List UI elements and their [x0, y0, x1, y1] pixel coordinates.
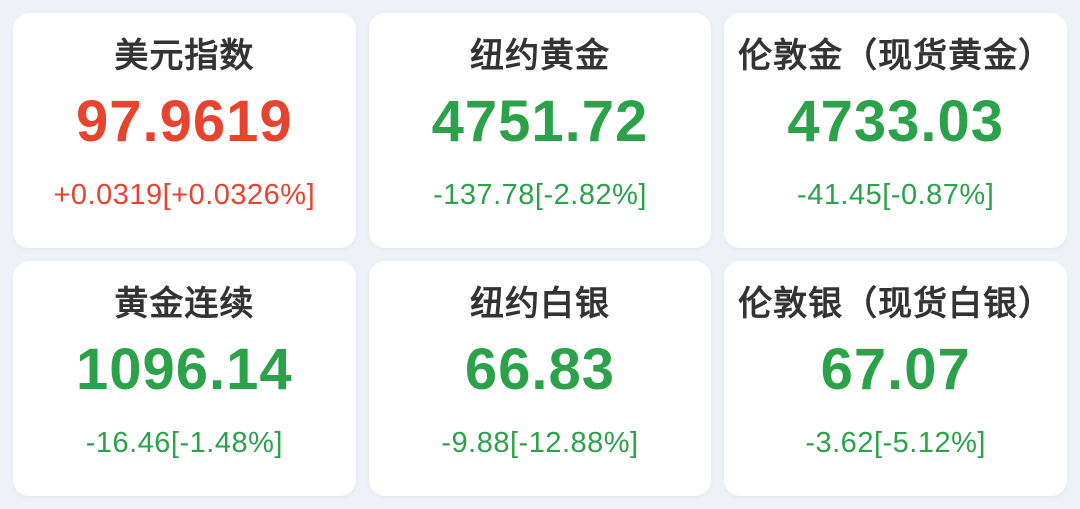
last-price: 1096.14	[76, 337, 293, 403]
quote-card-ny-silver[interactable]: 纽约白银 66.83 -9.88[-12.88%]	[368, 261, 712, 496]
instrument-name: 美元指数	[114, 37, 255, 75]
instrument-name: 伦敦金（现货黄金）	[738, 37, 1054, 75]
last-price: 4733.03	[787, 89, 1004, 155]
price-change: +0.0319[+0.0326%]	[53, 179, 316, 212]
price-change: -9.88[-12.88%]	[441, 427, 639, 460]
price-change: -3.62[-5.12%]	[805, 427, 986, 460]
instrument-name: 伦敦银（现货白银）	[738, 285, 1054, 323]
instrument-name: 纽约黄金	[469, 37, 610, 75]
last-price: 66.83	[464, 337, 616, 403]
price-change: -16.46[-1.48%]	[85, 427, 283, 460]
quote-card-usd-index[interactable]: 美元指数 97.9619 +0.0319[+0.0326%]	[13, 13, 356, 248]
last-price: 67.07	[820, 337, 971, 403]
instrument-name: 黄金连续	[114, 285, 255, 323]
quote-card-london-silver[interactable]: 伦敦银（现货白银） 67.07 -3.62[-5.12%]	[724, 261, 1067, 496]
instrument-name: 纽约白银	[469, 285, 610, 323]
quote-card-gold-continuous[interactable]: 黄金连续 1096.14 -16.46[-1.48%]	[13, 261, 356, 496]
last-price: 4751.72	[431, 89, 649, 155]
last-price: 97.9619	[76, 89, 293, 155]
price-change: -137.78[-2.82%]	[433, 179, 647, 212]
price-change: -41.45[-0.87%]	[797, 179, 995, 212]
quote-card-london-gold[interactable]: 伦敦金（现货黄金） 4733.03 -41.45[-0.87%]	[724, 13, 1067, 248]
quote-card-ny-gold[interactable]: 纽约黄金 4751.72 -137.78[-2.82%]	[368, 13, 712, 248]
